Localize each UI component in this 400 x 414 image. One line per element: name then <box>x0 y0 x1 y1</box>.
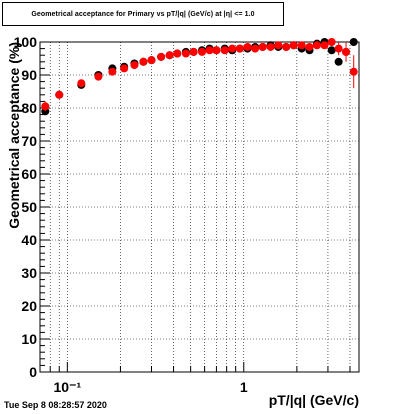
y-tick-label: 70 <box>21 133 37 149</box>
data-point <box>334 57 343 66</box>
data-point <box>342 47 351 56</box>
data-point <box>305 42 314 51</box>
data-point <box>212 46 221 55</box>
data-point <box>228 44 237 53</box>
data-point <box>173 49 182 58</box>
y-axis-label: Geometrical acceptance (%) <box>6 42 22 229</box>
series-1 <box>41 38 358 112</box>
data-point <box>243 42 252 51</box>
chart-title: Geometrical acceptance for Primary vs pT… <box>31 10 255 18</box>
data-point <box>258 42 267 51</box>
grid-lines <box>39 41 359 373</box>
timestamp: Tue Sep 8 08:28:57 2020 <box>4 400 107 410</box>
data-point <box>334 44 343 53</box>
data-point <box>157 52 166 61</box>
data-point <box>297 41 306 50</box>
x-tick-label: 10⁻¹ <box>54 379 82 395</box>
y-tick-label: 0 <box>29 364 37 380</box>
data-point <box>147 56 156 65</box>
chart-title-box: Geometrical acceptance for Primary vs pT… <box>2 2 284 26</box>
y-tick-label: 60 <box>21 166 37 182</box>
y-tick-label: 30 <box>21 265 37 281</box>
y-tick-label: 40 <box>21 232 37 248</box>
data-point <box>235 44 244 53</box>
data-point <box>349 38 358 46</box>
x-axis-label: pT/|q| (GeV/c) <box>269 392 359 408</box>
data-point <box>189 47 198 56</box>
axis-ticks <box>39 41 351 373</box>
y-tick-label: 80 <box>21 100 37 116</box>
data-point <box>282 42 291 51</box>
y-tick-label: 50 <box>21 199 37 215</box>
data-point <box>205 46 214 55</box>
data-point <box>349 67 358 76</box>
data-point <box>130 61 139 70</box>
data-series <box>41 38 358 116</box>
data-point <box>220 46 229 55</box>
y-tick-label: 10 <box>21 331 37 347</box>
data-point <box>327 46 336 55</box>
data-point <box>274 41 283 50</box>
data-point <box>108 67 117 76</box>
tick-labels: 0 10 20 30 40 50 60 70 80 90 100 10⁻¹ 1 <box>14 34 248 395</box>
data-point <box>55 90 64 99</box>
data-point <box>312 41 321 50</box>
data-point <box>320 41 329 50</box>
x-tick-label: 1 <box>240 379 248 395</box>
data-point <box>94 72 103 81</box>
data-point <box>41 102 50 111</box>
data-point <box>165 51 174 60</box>
data-point <box>139 57 148 66</box>
data-point <box>251 44 260 53</box>
y-tick-label: 20 <box>21 298 37 314</box>
data-point <box>120 64 129 73</box>
y-tick-label: 90 <box>21 67 37 83</box>
y-tick-label: 100 <box>14 34 38 50</box>
data-point <box>181 49 190 58</box>
data-point <box>289 41 298 50</box>
data-point <box>198 47 207 56</box>
data-point <box>77 79 86 88</box>
data-point <box>266 42 275 51</box>
data-point <box>327 38 336 46</box>
